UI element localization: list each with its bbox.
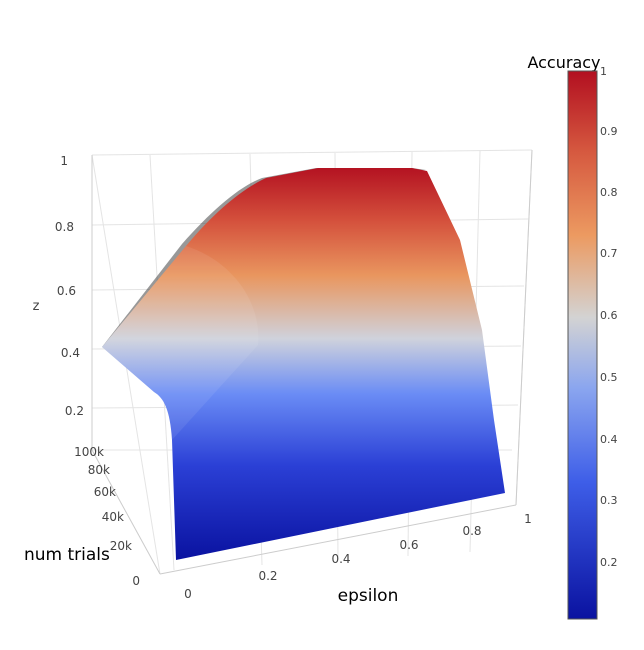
y-tick-label: 20k	[110, 539, 132, 553]
z-tick-label: 0.8	[55, 220, 74, 234]
y-axis-title: num trials	[24, 545, 110, 565]
surface-sheen	[102, 246, 259, 440]
x-ticks: 0 0.2 0.4 0.6 0.8 1	[184, 512, 532, 601]
x-tick-label: 0	[184, 587, 192, 601]
z-axis-title: z	[33, 299, 40, 314]
x-tick-label: 0.8	[462, 524, 481, 538]
y-tick-label: 80k	[88, 463, 110, 477]
surface-body	[102, 168, 505, 560]
y-tick-label: 60k	[94, 485, 116, 499]
colorbar-tick-label: 0.7	[600, 247, 618, 260]
colorbar-tick-label: 0.8	[600, 186, 618, 199]
y-tick-label: 40k	[102, 510, 124, 524]
colorbar-tick-label: 0.6	[600, 309, 618, 322]
x-tick-label: 0.4	[331, 552, 350, 566]
y-ticks: 100k 80k 60k 40k 20k 0	[74, 445, 140, 588]
colorbar-tick-label: 0.3	[600, 494, 618, 507]
colorbar-gradient	[567, 70, 598, 620]
colorbar: Accuracy 1 0.9 0.8 0.7 0.6 0.5 0.4 0.3 0…	[527, 53, 618, 620]
colorbar-tick-label: 1	[600, 65, 607, 78]
z-tick-label: 0.6	[57, 284, 76, 298]
z-tick-label: 1	[60, 154, 68, 168]
colorbar-tick-label: 0.2	[600, 556, 618, 569]
axis-edges	[91, 149, 533, 575]
y-tick-label: 0	[132, 574, 140, 588]
colorbar-tick-label: 0.5	[600, 371, 618, 384]
z-tick-label: 0.4	[61, 346, 80, 360]
colorbar-tick-label: 0.4	[600, 433, 618, 446]
x-tick-label: 0.2	[258, 569, 277, 583]
x-tick-label: 1	[524, 512, 532, 526]
colorbar-tick-label: 0.9	[600, 125, 618, 138]
x-axis-title: epsilon	[338, 586, 399, 606]
surface	[102, 168, 505, 560]
y-tick-label: 100k	[74, 445, 104, 459]
z-ticks: 1 0.8 0.6 0.4 0.2	[55, 154, 84, 418]
x-tick-label: 0.6	[399, 538, 418, 552]
colorbar-title: Accuracy	[527, 53, 600, 72]
z-tick-label: 0.2	[65, 404, 84, 418]
